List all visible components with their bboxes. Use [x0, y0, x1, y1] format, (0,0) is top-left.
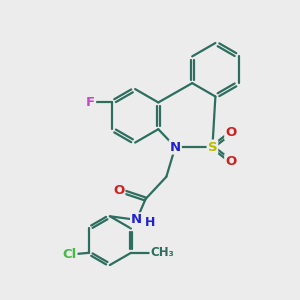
Text: F: F	[86, 96, 95, 109]
Text: H: H	[145, 216, 155, 229]
Text: O: O	[225, 155, 236, 168]
Text: S: S	[208, 140, 217, 154]
Text: Cl: Cl	[62, 248, 76, 261]
Text: N: N	[170, 140, 181, 154]
Text: O: O	[225, 126, 236, 139]
Text: N: N	[131, 213, 142, 226]
Text: CH₃: CH₃	[150, 246, 174, 259]
Text: O: O	[113, 184, 124, 196]
